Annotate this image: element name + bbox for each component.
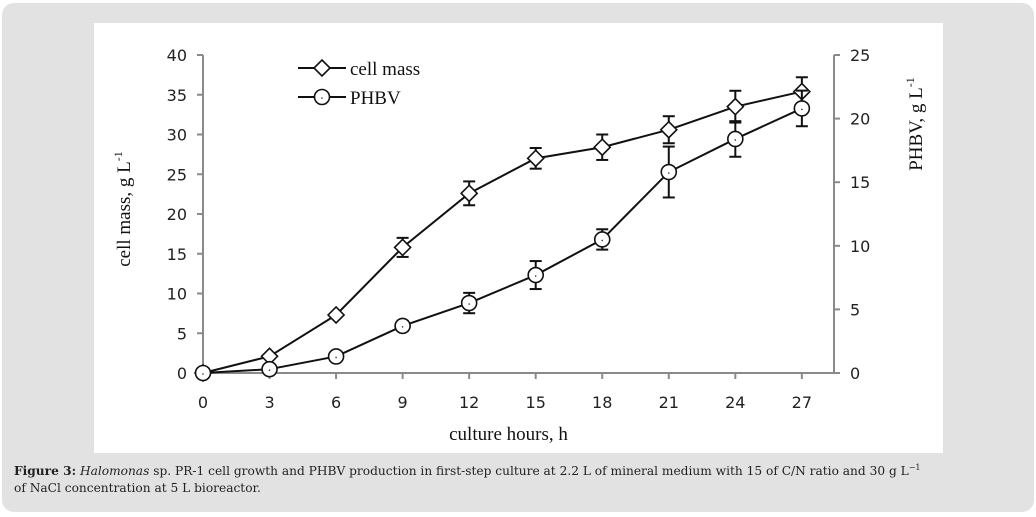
x-tick-label: 15 xyxy=(526,393,546,412)
x-tick-label: 0 xyxy=(198,393,208,412)
data-point-diamond xyxy=(726,97,745,116)
data-point-diamond xyxy=(526,149,545,168)
figure-caption: Figure 3: Halomonas sp. PR-1 cell growth… xyxy=(14,463,1024,497)
y-right-tick-label: 5 xyxy=(850,300,860,319)
data-point-diamond xyxy=(460,184,479,203)
x-tick-label: 24 xyxy=(725,393,745,412)
data-point-circle xyxy=(793,100,811,117)
y-left-tick-label: 0 xyxy=(177,364,187,383)
data-point-circle-dot xyxy=(401,326,404,328)
x-tick-label: 18 xyxy=(592,393,612,412)
data-point-diamond xyxy=(659,120,678,139)
y-axis-left-title-sup: -1 xyxy=(111,151,125,161)
data-point-circle xyxy=(261,360,278,378)
data-point-circle xyxy=(727,130,744,148)
y-axis-right-title: PHBV, g L-1 xyxy=(903,77,927,171)
data-point-circle-dot xyxy=(468,303,470,305)
y-axis-right-title-text: PHBV, g L xyxy=(906,87,927,171)
data-point-circle-dot xyxy=(734,139,737,141)
y-right-tick-label: 25 xyxy=(850,46,870,65)
caption-species: Halomonas xyxy=(79,464,150,478)
x-tick-label: 12 xyxy=(459,393,479,412)
y-left-tick-label: 25 xyxy=(167,165,187,184)
legend-marker-diamond xyxy=(312,58,332,78)
data-point-circle-dot xyxy=(335,356,337,359)
x-tick-label: 3 xyxy=(264,393,274,412)
y-left-tick-label: 15 xyxy=(167,245,187,264)
legend: cell mass PHBV xyxy=(298,58,420,109)
series-line xyxy=(202,107,803,374)
y-right-tick-label: 15 xyxy=(850,173,870,192)
caption-text-b: of NaCl concentration at 5 L bioreactor. xyxy=(14,481,261,495)
y-axis-right-title-sup: -1 xyxy=(903,77,917,87)
x-tick-label: 21 xyxy=(659,393,679,412)
data-point-circle-dot xyxy=(534,275,537,277)
legend-marker-circle-dot xyxy=(321,97,323,99)
legend-item: cell mass xyxy=(298,58,420,80)
data-point-circle xyxy=(327,348,345,365)
series-line xyxy=(202,90,803,374)
data-point-diamond xyxy=(393,238,412,257)
y-axis-left-title: cell mass, g L-1 xyxy=(111,151,135,267)
data-point-circle-dot xyxy=(801,108,803,111)
y-axis-left-title-text: cell mass, g L xyxy=(114,161,135,267)
data-point-diamond xyxy=(326,305,346,325)
data-point-circle xyxy=(194,364,212,382)
y-left-tick-label: 5 xyxy=(177,324,187,343)
caption-text-a: sp. PR-1 cell growth and PHBV production… xyxy=(149,464,909,478)
x-tick-label: 9 xyxy=(398,393,408,412)
series-layer xyxy=(193,76,811,383)
y-right-tick-label: 10 xyxy=(850,237,870,256)
data-point-circle xyxy=(593,231,611,248)
y-right-tick-label: 0 xyxy=(850,364,860,383)
legend-label: PHBV xyxy=(350,88,401,109)
caption-sup: −1 xyxy=(908,463,921,472)
y-right-tick-label: 20 xyxy=(850,110,870,129)
data-point-circle-dot xyxy=(268,369,271,371)
axes: 0 5 10 15 20 25 30 35 40 0 5 10 15 20 25 0 3 6 9 12 15 18 21 24… xyxy=(167,46,871,412)
x-axis-title: culture hours, h xyxy=(449,424,568,445)
data-point-diamond xyxy=(593,138,612,157)
x-tick-label: 27 xyxy=(792,393,812,412)
legend-item: PHBV xyxy=(298,88,401,109)
series-phbv xyxy=(194,89,811,382)
data-point-circle-dot xyxy=(202,373,204,375)
y-left-tick-label: 35 xyxy=(167,86,187,105)
legend-label: cell mass xyxy=(350,59,420,80)
data-point-circle xyxy=(660,163,678,181)
data-point-circle-dot xyxy=(667,172,670,174)
x-tick-label: 6 xyxy=(331,393,341,412)
y-left-tick-label: 40 xyxy=(167,46,187,65)
legend-marker-circle xyxy=(313,88,331,106)
data-point-circle xyxy=(527,266,545,284)
series-cell-mass xyxy=(193,76,811,383)
y-left-tick-label: 20 xyxy=(167,205,187,224)
y-left-tick-label: 30 xyxy=(167,126,187,145)
data-point-circle xyxy=(460,294,478,312)
y-left-tick-label: 10 xyxy=(167,285,187,304)
caption-label: Figure 3: xyxy=(14,464,77,478)
data-point-circle xyxy=(394,317,411,335)
data-point-circle-dot xyxy=(601,239,604,242)
